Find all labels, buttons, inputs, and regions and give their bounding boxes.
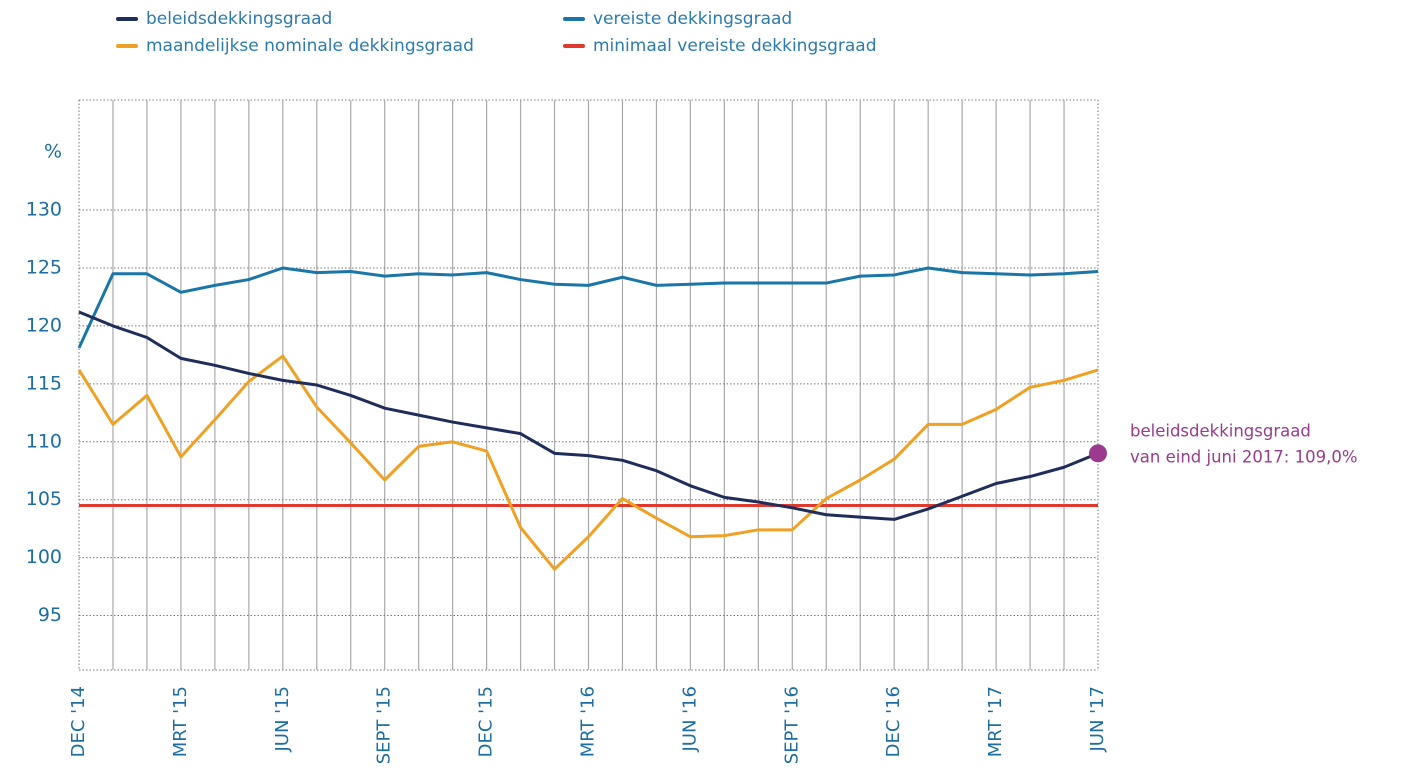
highlight-point bbox=[1089, 444, 1107, 463]
series-line bbox=[77, 354, 1099, 571]
legend-label: vereiste dekkingsgraad bbox=[593, 9, 792, 29]
legend-label: minimaal vereiste dekkingsgraad bbox=[593, 36, 877, 56]
annotation: van eind juni 2017: 109,0% bbox=[1130, 448, 1358, 467]
y-tick-label: 125 bbox=[26, 256, 62, 278]
y-tick-label: 110 bbox=[26, 430, 62, 452]
y-tick-label: 95 bbox=[38, 604, 62, 626]
y-tick-label: 105 bbox=[26, 488, 62, 510]
legend-label: maandelijkse nominale dekkingsgraad bbox=[146, 36, 474, 56]
x-tick-label: DEC '15 bbox=[476, 686, 497, 757]
x-tick-label: DEC '16 bbox=[883, 686, 904, 757]
x-tick-label: MRT '15 bbox=[170, 686, 191, 757]
x-tick-label: JUN '16 bbox=[679, 686, 700, 753]
x-tick-label: JUN '17 bbox=[1087, 686, 1108, 753]
x-tick-label: MRT '17 bbox=[985, 686, 1006, 757]
y-tick-label: 115 bbox=[26, 372, 62, 394]
x-tick-label: JUN '15 bbox=[272, 686, 293, 753]
series-line bbox=[78, 310, 1099, 521]
y-axis-label: % bbox=[44, 141, 62, 163]
y-tick-label: 130 bbox=[26, 199, 62, 221]
x-tick-label: SEPT '15 bbox=[374, 686, 395, 764]
series-line bbox=[77, 266, 1099, 349]
legend-label: beleidsdekkingsgraad bbox=[146, 9, 332, 29]
x-tick-label: MRT '16 bbox=[578, 686, 599, 757]
x-tick-label: SEPT '16 bbox=[781, 686, 802, 764]
y-tick-label: 120 bbox=[26, 314, 62, 336]
y-tick-label: 100 bbox=[26, 546, 62, 568]
annotation: beleidsdekkingsgraad bbox=[1130, 422, 1311, 441]
x-tick-label: DEC '14 bbox=[68, 686, 89, 757]
